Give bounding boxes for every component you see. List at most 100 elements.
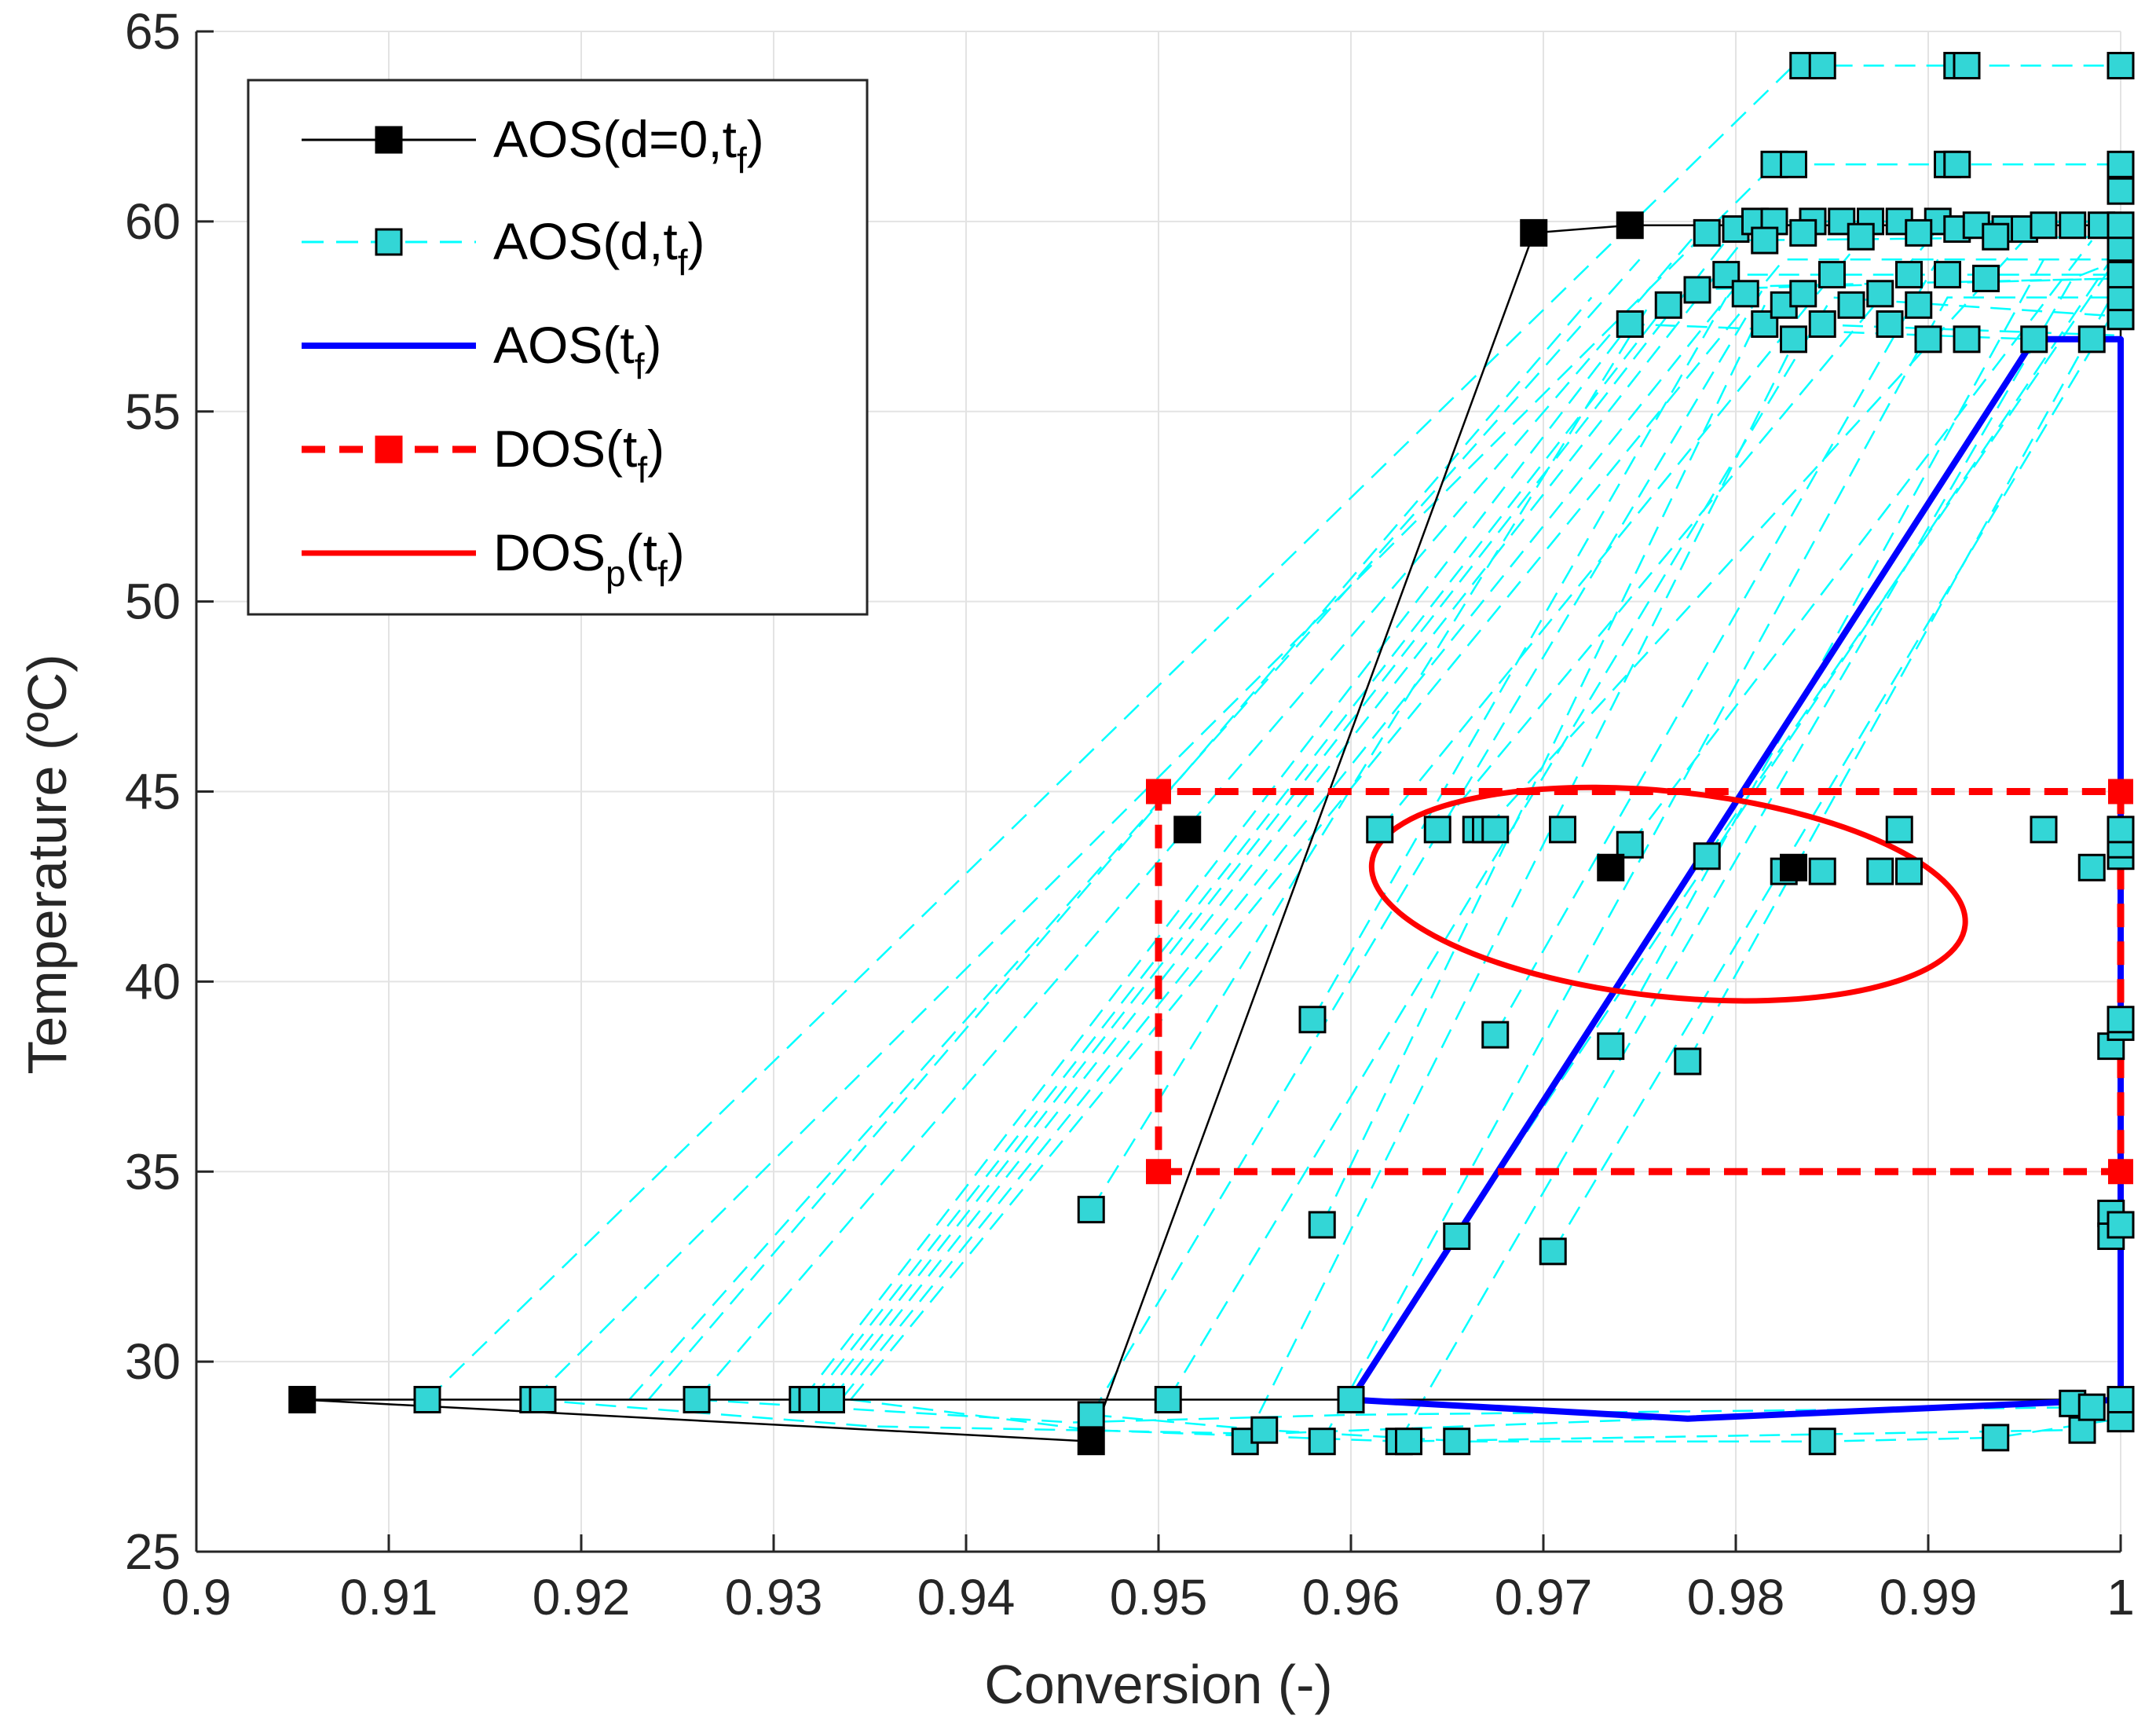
aos-d-point-17 bbox=[1982, 1424, 2010, 1452]
aos-d-point-50 bbox=[2030, 816, 2058, 844]
aos-d-point-2 bbox=[529, 1386, 557, 1413]
aos-d-line-28 bbox=[628, 258, 1641, 1401]
aos-d-line-26 bbox=[1706, 266, 2112, 857]
aos-d0-point-1 bbox=[1077, 1428, 1105, 1456]
aos-d-line-20 bbox=[1609, 258, 2045, 1047]
aos-d-point-41 bbox=[1481, 816, 1510, 844]
legend: AOS(d=0,tf) AOS(d,tf) AOS(t f) DOS(tf) DO… bbox=[247, 79, 869, 616]
aos-d-point-69 bbox=[1693, 218, 1721, 247]
aos-d-point-112 bbox=[1905, 218, 1933, 247]
aos-d-point-92 bbox=[1934, 261, 1961, 289]
aos-d-point-29 bbox=[1597, 1032, 1625, 1061]
aos-d-line-10 bbox=[1167, 296, 2121, 1401]
aos-d-point-7 bbox=[1077, 1401, 1105, 1429]
x-tick-label-6: 0.96 bbox=[1302, 1569, 1400, 1626]
aos-d-point-64 bbox=[2107, 150, 2135, 178]
legend-label-aos-tail: ) bbox=[644, 316, 661, 374]
legend-label-dos: DOS(tf) bbox=[493, 420, 664, 490]
aos-d-line-19 bbox=[1494, 258, 1939, 1035]
aos-d-point-27 bbox=[1481, 1021, 1510, 1049]
aos-d-line-21 bbox=[1686, 296, 2112, 1062]
legend-marker-dos bbox=[375, 435, 403, 464]
legend-label-aos-d: AOS(d,tf) bbox=[493, 212, 705, 283]
aos-d-point-102 bbox=[2077, 325, 2106, 354]
legend-label-aos-d0-sub: f bbox=[737, 140, 747, 181]
aos-d-point-6 bbox=[818, 1386, 845, 1413]
aos-d-point-38 bbox=[1423, 816, 1451, 844]
legend-label-dosp: DOSp(tf) bbox=[493, 523, 685, 594]
dos-corner-marker-2 bbox=[2108, 779, 2133, 805]
legend-label-dosp-mid: (t bbox=[626, 523, 657, 581]
aos-d0-point-0 bbox=[288, 1386, 317, 1413]
x-tick-label-9: 0.99 bbox=[1880, 1569, 1978, 1626]
legend-label-dos-tail: ) bbox=[647, 420, 664, 478]
x-tick-label-3: 0.93 bbox=[725, 1569, 823, 1626]
legend-label-aos-d-base: AOS(d,t bbox=[493, 212, 678, 270]
aos-d-point-0 bbox=[413, 1386, 441, 1413]
aos-d-point-90 bbox=[1914, 325, 1942, 354]
aos-d-point-107 bbox=[2107, 234, 2135, 262]
aos-d-point-67 bbox=[1654, 291, 1682, 319]
aos-d-point-108 bbox=[2107, 211, 2135, 240]
y-tick-label-6: 55 bbox=[125, 383, 181, 440]
dos-corner-marker-0 bbox=[1146, 1159, 1171, 1185]
x-tick-label-8: 0.98 bbox=[1687, 1569, 1785, 1626]
aos-d-line-25 bbox=[1629, 240, 2093, 845]
aos-d-line-18 bbox=[1321, 304, 1766, 1226]
aos-d-point-61 bbox=[1780, 150, 1807, 178]
y-tick-label-5: 50 bbox=[125, 574, 181, 630]
legend-marker-aos-d bbox=[375, 228, 403, 256]
aos-d-point-66 bbox=[1616, 310, 1644, 338]
aos-d-point-26 bbox=[1443, 1222, 1471, 1250]
aos-d-point-25 bbox=[1308, 1211, 1336, 1239]
aos-d-point-8 bbox=[1154, 1386, 1182, 1413]
axes: 0.9 0.91 0.92 0.93 0.94 0.95 0.96 0.97 0.98 0.99 1… bbox=[125, 3, 2135, 1626]
aos-d-point-12 bbox=[1337, 1386, 1365, 1413]
aos-d-point-110 bbox=[1789, 218, 1817, 247]
aos-d-point-77 bbox=[1780, 325, 1807, 354]
x-tick-label-10: 1 bbox=[2107, 1569, 2135, 1626]
aos-d0-point-2 bbox=[1520, 218, 1548, 247]
aos-d-point-65 bbox=[2107, 177, 2135, 205]
aos-d-point-28 bbox=[1539, 1237, 1567, 1266]
aos-d-point-81 bbox=[1818, 261, 1846, 289]
aos-d-point-71 bbox=[1722, 215, 1750, 244]
legend-label-dosp-tail: ) bbox=[668, 523, 685, 581]
aos-d-point-99 bbox=[2020, 325, 2048, 354]
x-axis-title: Conversion (-) bbox=[984, 1654, 1332, 1715]
aos-d-point-47 bbox=[1866, 857, 1894, 885]
y-tick-label-7: 60 bbox=[125, 193, 181, 250]
legend-label-aos-base: AOS(t bbox=[493, 316, 635, 374]
aos-d-point-54 bbox=[2107, 816, 2135, 844]
y-tick-label-0: 25 bbox=[125, 1523, 181, 1580]
legend-label-aos-d0-base: AOS(d=0,t bbox=[493, 110, 737, 168]
aos-d-point-19 bbox=[2068, 1416, 2096, 1444]
aos-d-point-63 bbox=[1943, 150, 1971, 178]
aos-d-point-49 bbox=[1885, 816, 1913, 844]
aos-d-point-78 bbox=[1789, 280, 1817, 308]
legend-entry-aos-d0: AOS(d=0,tf) bbox=[302, 110, 764, 181]
aos-d-line-11 bbox=[1244, 323, 2121, 1442]
dos-corner-marker-3 bbox=[1146, 779, 1171, 805]
aos-d-point-96 bbox=[1972, 264, 2000, 292]
aos-d-point-89 bbox=[1905, 291, 1933, 319]
aos-d-point-3 bbox=[683, 1386, 711, 1413]
x-tick-label-4: 0.94 bbox=[917, 1569, 1016, 1626]
aos-d-point-20 bbox=[2077, 1393, 2106, 1421]
aos-d-point-83 bbox=[1837, 291, 1865, 319]
legend-label-aos-d0-tail: ) bbox=[747, 110, 764, 168]
aos-d-line-29 bbox=[1091, 1413, 2121, 1442]
aos-d-line-7 bbox=[840, 273, 2121, 1401]
aos-d-line-9 bbox=[1090, 277, 2121, 1416]
aos-d-point-100 bbox=[2030, 211, 2058, 240]
aos-d-point-43 bbox=[1616, 830, 1644, 859]
legend-entry-dosp: DOSp(tf) bbox=[302, 523, 685, 594]
x-tick-label-5: 0.95 bbox=[1110, 1569, 1208, 1626]
aos-d-point-109 bbox=[1751, 226, 1779, 255]
aos-d-line-24 bbox=[1484, 228, 2035, 830]
plot-area bbox=[288, 52, 2135, 1456]
aos-d-point-37 bbox=[1366, 816, 1394, 844]
aos-d-point-44 bbox=[1693, 842, 1721, 870]
aos-d0-point-4 bbox=[1173, 816, 1202, 844]
aos-d-point-86 bbox=[1876, 310, 1904, 338]
